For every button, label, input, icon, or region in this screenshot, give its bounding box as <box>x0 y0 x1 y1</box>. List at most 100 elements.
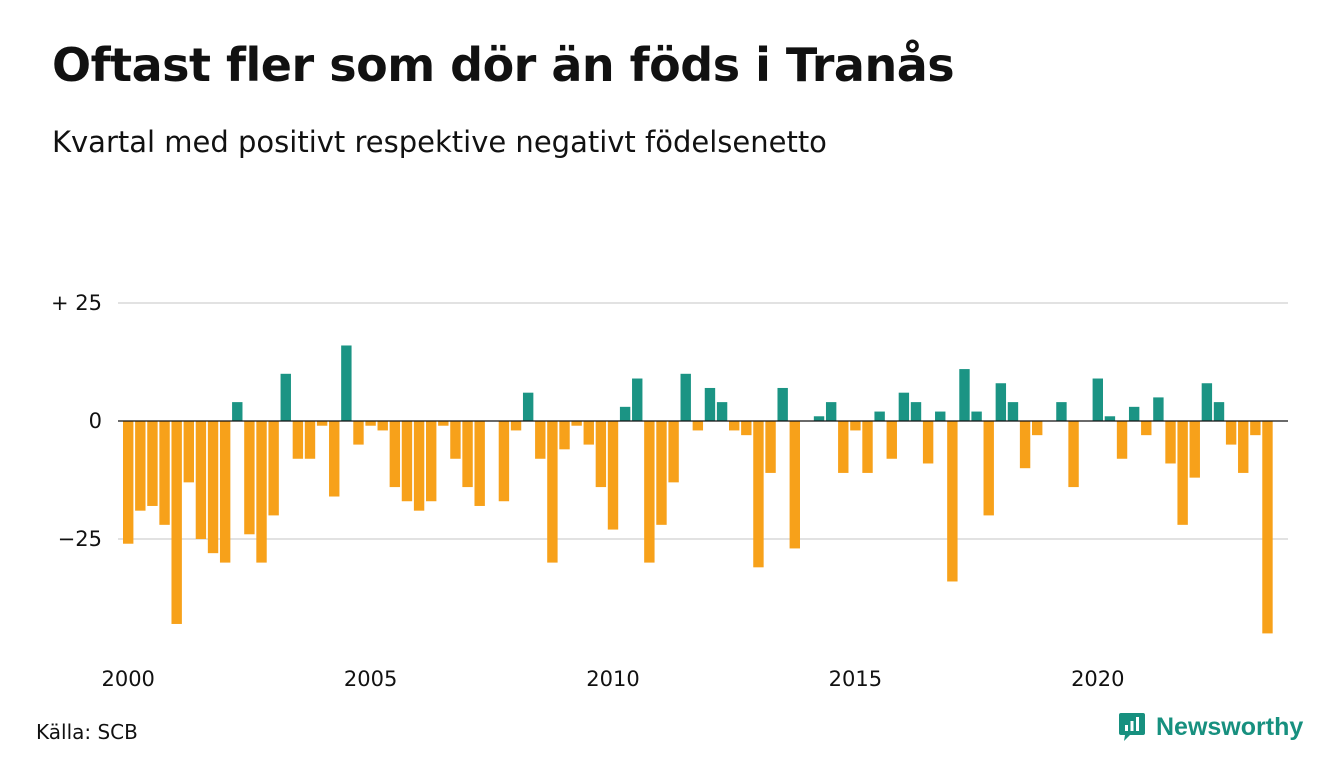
bar <box>644 421 655 563</box>
source-note: Källa: SCB <box>36 720 138 744</box>
bar <box>207 421 219 554</box>
bar <box>1225 421 1237 445</box>
bar <box>995 383 1007 421</box>
bar <box>1007 402 1019 421</box>
bar <box>680 373 691 421</box>
bar <box>498 421 510 502</box>
bar <box>1032 421 1043 436</box>
bar <box>1153 397 1164 421</box>
y-tick-label: 0 <box>89 409 102 433</box>
bar <box>1116 421 1128 459</box>
bar <box>268 421 279 516</box>
x-tick-label: 2015 <box>829 667 882 691</box>
bar <box>741 421 752 436</box>
bar <box>983 421 994 516</box>
bar <box>135 421 146 511</box>
bar <box>862 421 873 473</box>
bar <box>1213 402 1225 421</box>
bar <box>292 421 304 459</box>
bar <box>935 411 946 421</box>
bar <box>656 421 667 525</box>
bar <box>244 421 255 535</box>
bar <box>547 421 558 563</box>
bar <box>256 421 267 563</box>
bar <box>922 421 934 464</box>
bar <box>765 421 776 473</box>
bar <box>450 421 461 459</box>
bar <box>183 421 194 483</box>
bar <box>195 421 207 539</box>
brand-name: Newsworthy <box>1156 712 1304 741</box>
bar <box>668 421 679 483</box>
y-tick-label: + 25 <box>51 291 102 315</box>
chart-subtitle: Kvartal med positivt respektive negativt… <box>52 125 827 159</box>
newsworthy-logo-icon <box>1119 713 1145 741</box>
bar <box>535 421 546 459</box>
bar <box>1189 421 1200 478</box>
bar <box>1019 421 1031 469</box>
bar <box>1128 406 1140 421</box>
bar <box>692 421 704 431</box>
bar <box>583 421 594 445</box>
x-tick-label: 2020 <box>1071 667 1124 691</box>
chart-title: Oftast fler som dör än föds i Tranås <box>52 38 955 92</box>
bar <box>704 387 716 421</box>
bar <box>353 421 364 445</box>
y-axis-ticks: + 25 0 −25 <box>51 291 102 551</box>
bar <box>1141 421 1152 436</box>
bar <box>389 421 401 488</box>
brand-logo: Newsworthy <box>1118 712 1303 742</box>
bar <box>329 421 340 497</box>
x-tick-label: 2005 <box>344 667 397 691</box>
bar <box>898 392 910 421</box>
bar <box>1177 421 1188 525</box>
bar <box>377 421 388 431</box>
x-axis-ticks: 2000 2005 2010 2015 2020 <box>101 667 1124 691</box>
bar <box>607 421 619 530</box>
bar <box>522 392 534 421</box>
bar <box>874 411 885 421</box>
bar <box>971 411 982 421</box>
gridlines <box>118 302 1288 540</box>
bar <box>789 421 800 549</box>
bar <box>219 421 231 563</box>
bar <box>474 421 485 506</box>
bar <box>232 402 243 421</box>
bar <box>426 421 437 502</box>
y-tick-label: −25 <box>58 527 102 551</box>
bar <box>1092 378 1103 421</box>
bar <box>1201 383 1213 421</box>
bar <box>438 421 449 426</box>
bar <box>959 369 970 421</box>
bar <box>850 421 861 431</box>
bar <box>123 421 134 544</box>
x-tick-label: 2010 <box>586 667 639 691</box>
bar <box>1238 421 1249 473</box>
bar <box>401 421 413 502</box>
bar <box>838 421 849 473</box>
bar <box>365 421 376 426</box>
bar <box>716 402 728 421</box>
bar <box>462 421 473 488</box>
bar <box>632 378 643 421</box>
bar <box>171 421 182 624</box>
bar <box>280 373 291 421</box>
bar <box>729 421 740 431</box>
bar <box>1104 416 1116 421</box>
bar <box>753 421 764 568</box>
bar <box>910 402 922 421</box>
bar <box>510 421 522 431</box>
bar <box>886 421 897 459</box>
x-tick-label: 2000 <box>101 667 154 691</box>
bar <box>159 421 170 525</box>
bar <box>777 387 788 421</box>
bars <box>123 345 1273 634</box>
bar <box>559 421 570 450</box>
bar <box>1165 421 1176 464</box>
bar <box>147 421 158 506</box>
bar <box>1250 421 1261 436</box>
bar <box>304 421 316 459</box>
bar <box>413 421 425 511</box>
bar <box>595 421 607 488</box>
